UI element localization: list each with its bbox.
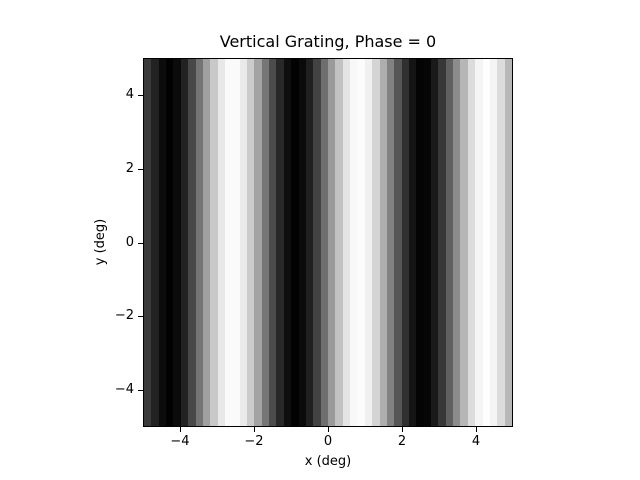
grating-column (166, 59, 174, 426)
x-tick (254, 427, 255, 432)
grating-column (460, 59, 468, 426)
grating-column (180, 59, 189, 426)
grating-column (467, 59, 476, 426)
grating-column (188, 59, 196, 426)
y-tick (138, 95, 143, 96)
grating-column (342, 59, 351, 426)
grating-column (379, 59, 387, 426)
x-tick (328, 427, 329, 432)
grating-column (283, 59, 292, 426)
grating-column (482, 59, 490, 426)
grating-column (364, 59, 373, 426)
y-tick-label: −2 (114, 308, 134, 323)
grating-column (224, 59, 233, 426)
y-tick-label: 4 (125, 87, 134, 102)
grating-column (247, 59, 255, 426)
grating-column (210, 59, 218, 426)
grating-column (195, 59, 203, 426)
x-tick-label: 2 (397, 434, 407, 449)
grating-column (298, 59, 306, 426)
y-tick-label: 0 (125, 235, 134, 250)
y-tick (138, 316, 143, 317)
grating-column (261, 59, 270, 426)
grating-column (173, 59, 181, 426)
grating-column (453, 59, 461, 426)
x-tick-label: 0 (323, 434, 333, 449)
y-tick-label: −4 (114, 382, 134, 397)
grating-column (239, 59, 248, 426)
grating-column (305, 59, 314, 426)
grating-column (350, 59, 358, 426)
grating-column (445, 59, 454, 426)
grating-column (408, 59, 417, 426)
grating-column (202, 59, 211, 426)
grating-column (291, 59, 299, 426)
grating-column (254, 59, 262, 426)
grating-column (327, 59, 336, 426)
grating-column (144, 59, 152, 426)
grating-column (269, 59, 277, 426)
grating-column (431, 59, 439, 426)
grating-column (394, 59, 402, 426)
grating-column (372, 59, 380, 426)
grating-column (423, 59, 432, 426)
x-tick-label: 4 (471, 434, 481, 449)
grating-column (320, 59, 328, 426)
y-tick (138, 169, 143, 170)
grating-column (475, 59, 483, 426)
x-tick-label: −2 (244, 434, 264, 449)
grating-column (438, 59, 446, 426)
grating-column (313, 59, 321, 426)
grating-column (401, 59, 409, 426)
x-tick (476, 427, 477, 432)
x-tick-label: −4 (170, 434, 190, 449)
y-tick (138, 390, 143, 391)
x-tick (180, 427, 181, 432)
grating-column (158, 59, 167, 426)
grating-column (151, 59, 159, 426)
x-axis-label: x (deg) (304, 454, 352, 469)
y-axis-label: y (deg) (93, 218, 108, 266)
grating-column (489, 59, 498, 426)
x-tick (402, 427, 403, 432)
grating-column (497, 59, 505, 426)
grating-column (276, 59, 284, 426)
grating-column (357, 59, 365, 426)
grating-column (504, 59, 512, 426)
grating-image (143, 58, 513, 427)
grating-column (335, 59, 343, 426)
grating-column (386, 59, 395, 426)
grating-column (232, 59, 240, 426)
y-tick-label: 2 (125, 161, 134, 176)
grating-column (416, 59, 424, 426)
y-tick (138, 243, 143, 244)
chart-title: Vertical Grating, Phase = 0 (219, 32, 437, 51)
grating-column (217, 59, 225, 426)
